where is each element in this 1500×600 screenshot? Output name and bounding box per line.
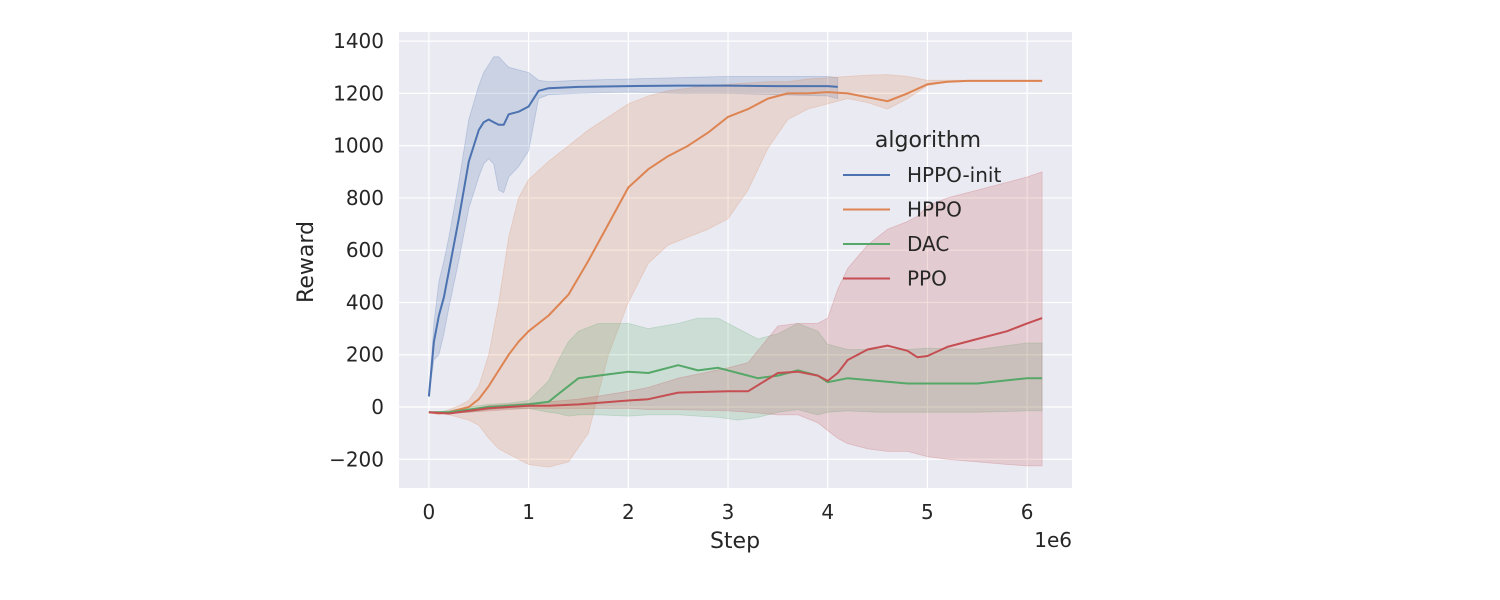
y-tick-label: −200: [329, 447, 384, 471]
x-tick-label: 6: [1021, 500, 1034, 524]
y-tick-label: 600: [346, 238, 384, 262]
x-tick-label: 0: [423, 500, 436, 524]
x-tick-label: 4: [821, 500, 834, 524]
y-tick-label: 200: [346, 343, 384, 367]
legend: algorithm HPPO-init HPPO DAC PPO: [843, 128, 1001, 291]
x-tick-labels: 0 1 2 3 4 5 6: [423, 500, 1034, 524]
y-tick-label: 1000: [333, 134, 384, 158]
y-tick-label: 1400: [333, 29, 384, 53]
y-tick-label: 800: [346, 186, 384, 210]
x-axis-title: Step: [710, 529, 760, 554]
confidence-bands: [428, 56, 1043, 468]
ppo-line: [428, 317, 1043, 415]
y-tick-labels: −200 0 200 400 600 800 1000 1200 1400: [329, 29, 384, 471]
y-tick-label: 1200: [333, 81, 384, 105]
x-tick-label: 2: [622, 500, 635, 524]
legend-label-dac: DAC: [907, 232, 949, 256]
x-tick-label: 3: [722, 500, 735, 524]
series-lines: [427, 79, 1043, 415]
plot-background: [399, 32, 1072, 488]
legend-title: algorithm: [875, 128, 981, 153]
legend-label-ppo: PPO: [907, 267, 947, 291]
y-tick-label: 0: [371, 395, 384, 419]
x-axis-offset-label: 1e6: [1034, 528, 1072, 552]
legend-label-hppo: HPPO: [907, 198, 962, 222]
x-tick-label: 5: [921, 500, 934, 524]
hppo-init-band: [428, 56, 839, 397]
hppo-init-line: [427, 84, 838, 397]
dac-line: [428, 364, 1043, 414]
y-axis-title: Reward: [294, 221, 319, 303]
legend-label-hppo-init: HPPO-init: [907, 163, 1001, 187]
y-tick-label: 400: [346, 290, 384, 314]
hppo-line: [428, 79, 1043, 415]
dac-band: [428, 317, 1043, 421]
x-tick-label: 1: [522, 500, 535, 524]
